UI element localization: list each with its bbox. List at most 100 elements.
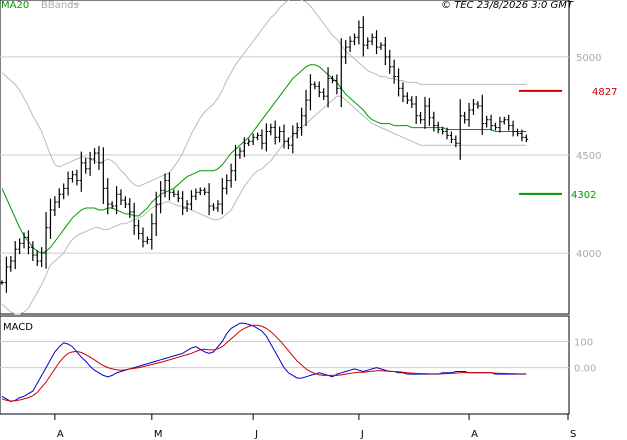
price-bar (330, 75, 335, 84)
price-bar (57, 188, 62, 209)
price-bar (524, 134, 529, 143)
price-bar (462, 111, 467, 124)
price-bar (414, 95, 418, 124)
price-bar (467, 102, 471, 127)
price-bar (273, 120, 277, 145)
price-bar (480, 94, 485, 135)
macd-lines (1, 322, 527, 403)
price-bar (238, 147, 242, 159)
price-bar (163, 173, 167, 198)
macd-panel: MACD 100 0.00 (0, 315, 596, 415)
price-bar (379, 42, 383, 50)
price-bar (277, 126, 282, 143)
price-bar (387, 49, 392, 74)
bbands-lower-line (1, 95, 527, 315)
price-bar (282, 124, 286, 149)
price-bar (440, 126, 445, 135)
price-bar (476, 101, 480, 109)
copyright: © TEC 23/8/2026 3:0 GMT (441, 0, 574, 11)
price-bar (317, 81, 322, 98)
price-bar (211, 203, 216, 211)
price-bar (141, 227, 145, 248)
price-bar (97, 146, 101, 170)
price-bar (268, 123, 273, 136)
price-y-tick-label: 4000 (576, 249, 601, 260)
price-bar (101, 147, 106, 204)
price-bar (220, 178, 225, 215)
price-bar (246, 138, 251, 147)
price-bar (326, 67, 330, 108)
price-bar (313, 81, 317, 90)
price-panel: 5000 4500 4000 4827 4302 (0, 0, 617, 315)
price-bar (255, 132, 260, 141)
price-bar (493, 122, 498, 131)
bbands-upper-line (1, 0, 527, 187)
price-bar (335, 74, 339, 95)
price-bar (150, 213, 154, 250)
price-bar (83, 157, 88, 174)
price-bar (405, 92, 410, 104)
macd-panel-frame (0, 315, 570, 415)
price-bar (370, 33, 374, 46)
price-bar (185, 200, 189, 212)
price-bar (401, 82, 405, 103)
price-bar (498, 116, 502, 133)
price-bar (158, 181, 163, 214)
price-bar (299, 107, 304, 136)
price-bar (361, 16, 366, 57)
price-bar (198, 187, 203, 196)
price-bar (70, 170, 75, 183)
price-bar (127, 198, 132, 218)
price-bars (0, 16, 529, 293)
legend-ma20: MA20 (1, 0, 29, 11)
bollinger-bands (1, 0, 527, 315)
price-bar (39, 247, 44, 267)
price-bar (348, 36, 352, 53)
price-bar (357, 20, 361, 45)
price-bar (436, 121, 441, 134)
price-bar (506, 114, 511, 131)
price-bar (92, 148, 97, 164)
support-resistance-levels: 4827 4302 (519, 87, 617, 201)
price-bar (471, 99, 476, 115)
price-bar (489, 114, 493, 131)
price-bar (224, 174, 229, 195)
price-y-tick-label: 5000 (576, 53, 601, 64)
macd-y-axis: 100 0.00 (574, 338, 596, 375)
price-bar (9, 256, 13, 272)
price-bar (180, 191, 185, 216)
price-bar (286, 137, 291, 150)
price-bar (304, 89, 308, 127)
support-level-label: 4302 (571, 190, 596, 201)
price-bar (321, 88, 326, 101)
macd-series-signal (1, 324, 527, 402)
price-bar (233, 144, 238, 181)
price-bar (48, 198, 53, 239)
price-bar (454, 135, 458, 148)
price-bar (374, 30, 379, 55)
price-bar (251, 133, 255, 146)
price-bar (229, 163, 233, 188)
x-tick-label: S (570, 429, 576, 440)
price-bar (0, 280, 4, 285)
price-bar (145, 236, 150, 245)
price-bar (396, 68, 401, 97)
price-bar (132, 202, 136, 235)
price-bar (409, 96, 414, 108)
price-bar (114, 186, 119, 215)
price-bar (427, 97, 432, 126)
price-bar (432, 111, 436, 132)
price-bar (194, 188, 198, 201)
price-bar (66, 171, 70, 196)
price-bar (154, 191, 159, 237)
price-bar (392, 59, 396, 84)
price-bar (44, 212, 48, 269)
price-bar (172, 189, 176, 198)
price-bar (26, 230, 31, 255)
price-bar (105, 178, 110, 215)
price-bar (260, 129, 264, 150)
price-bar (110, 201, 114, 209)
price-bar (17, 238, 22, 255)
